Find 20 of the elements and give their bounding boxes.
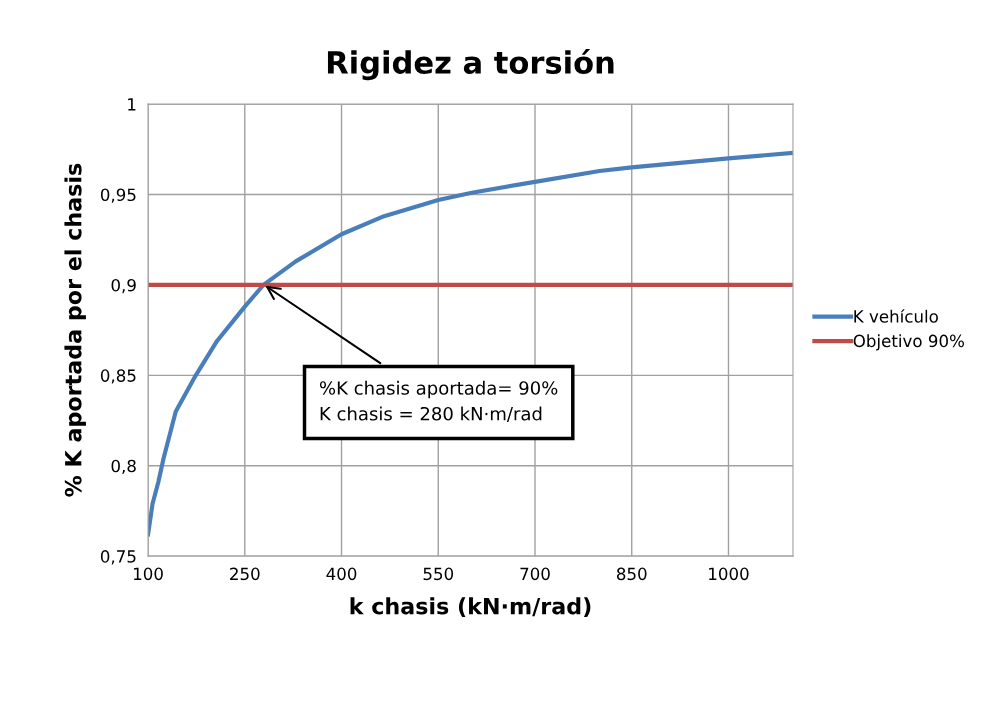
x-tick-label: 250 <box>230 567 260 581</box>
y-tick-label: 0,95 <box>100 188 136 203</box>
x-tick-label: 100 <box>133 567 163 581</box>
chart-title: Rigidez a torsión <box>327 49 614 81</box>
y-tick-label: 0,8 <box>111 459 136 474</box>
y-tick-label: 0,85 <box>100 369 136 384</box>
x-tick-label: 400 <box>326 567 357 581</box>
x-tick-label: 1000 <box>709 567 749 581</box>
y-tick-label: 0,9 <box>111 278 136 294</box>
legend-label: Objetivo 90% <box>853 334 964 351</box>
y-tick-label: 1 <box>128 98 136 111</box>
x-tick-label: 700 <box>520 567 550 581</box>
legend-label: K vehículo <box>854 309 938 323</box>
y-tick-label: 0,75 <box>100 550 136 565</box>
x-axis-title: k chasis (kN·m/rad) <box>350 597 591 618</box>
annotation: %K chasis aportada= 90% K chasis = 280 kN·m/rad <box>319 380 558 422</box>
x-tick-label: 550 <box>423 567 454 581</box>
line-series <box>148 150 793 537</box>
x-tick-label: 850 <box>616 567 647 581</box>
y-axis-title: % K aportada por el chasis <box>64 163 86 497</box>
